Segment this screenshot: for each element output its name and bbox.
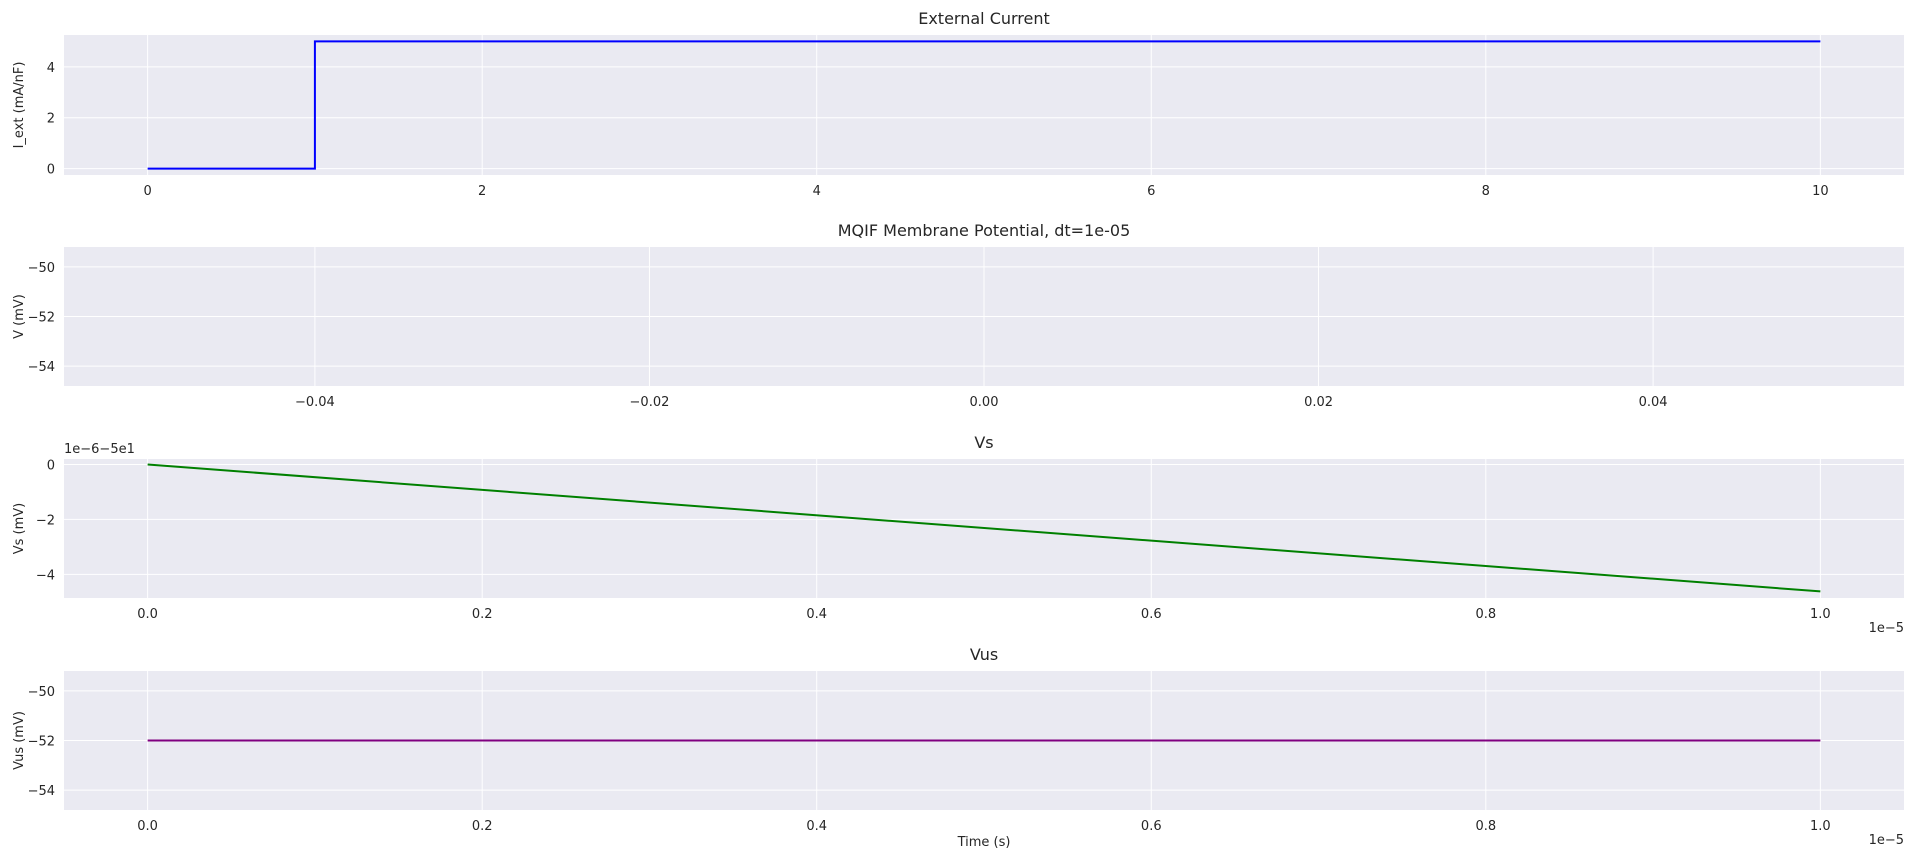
y-offset-text: 1e−6−5e1 — [64, 442, 135, 457]
x-tick-label: 0.02 — [1304, 395, 1333, 410]
x-tick-label: 4 — [813, 184, 821, 199]
x-tick-label: −0.02 — [630, 395, 670, 410]
x-tick-label: 0.8 — [1475, 607, 1496, 622]
y-axis-label: I_ext (mA/nF) — [12, 62, 27, 149]
x-tick-label: 0.0 — [137, 819, 158, 834]
x-tick-label: 0.4 — [806, 819, 827, 834]
x-tick-label: 0 — [143, 184, 151, 199]
x-tick-label: −0.04 — [295, 395, 335, 410]
series-line — [147, 40, 1821, 170]
y-tick-label: −54 — [28, 360, 55, 375]
subplot-title: Vs — [974, 433, 993, 452]
subplot-1: 0 2 4 6 8 10 0 2 4 External Current I_ext (mA/nF) — [12, 9, 1904, 199]
y-tick-label: −50 — [28, 261, 55, 276]
subplot-4: 0.0 0.2 0.4 0.6 0.8 1.0 −50 −52 −54 Vus Vus (mV) Ti… — [12, 645, 1904, 850]
subplot-2: −0.04 −0.02 0.00 0.02 0.04 −50 −52 −54 MQIF Memb… — [12, 221, 1904, 410]
x-tick-label: 0.6 — [1141, 819, 1162, 834]
x-tick-label: 0.04 — [1639, 395, 1668, 410]
subplot-title: External Current — [918, 9, 1050, 28]
y-tick-label: −2 — [36, 513, 55, 528]
x-tick-label: 0.00 — [970, 395, 999, 410]
x-tick-label: 2 — [478, 184, 486, 199]
y-axis-label: Vs (mV) — [12, 503, 27, 555]
y-tick-label: −54 — [28, 784, 55, 799]
y-tick-label: 0 — [47, 163, 55, 178]
y-tick-label: 4 — [47, 61, 55, 76]
y-axis-label: Vus (mV) — [12, 711, 27, 770]
x-tick-label: 1.0 — [1810, 819, 1831, 834]
y-tick-label: 2 — [47, 112, 55, 127]
plot-area — [64, 35, 1904, 175]
subplot-title: MQIF Membrane Potential, dt=1e-05 — [838, 221, 1131, 240]
x-tick-label: 1.0 — [1810, 607, 1831, 622]
subplot-title: Vus — [970, 645, 998, 664]
y-tick-label: −50 — [28, 685, 55, 700]
x-tick-label: 0.8 — [1475, 819, 1496, 834]
y-tick-label: −52 — [28, 311, 55, 326]
y-tick-label: −4 — [36, 568, 55, 583]
x-tick-label: 0.2 — [472, 819, 493, 834]
x-axis-label: Time (s) — [957, 835, 1011, 850]
y-tick-label: −52 — [28, 735, 55, 750]
subplot-3: 0.0 0.2 0.4 0.6 0.8 1.0 0 −2 −4 Vs Vs (mV) 1e−6−5e1… — [12, 433, 1904, 636]
x-scale-text: 1e−5 — [1869, 621, 1904, 636]
x-tick-label: 0.4 — [806, 607, 827, 622]
x-tick-label: 0.2 — [472, 607, 493, 622]
x-tick-label: 6 — [1147, 184, 1155, 199]
x-tick-label: 8 — [1482, 184, 1490, 199]
series-line — [147, 463, 1821, 593]
x-tick-label: 0.0 — [137, 607, 158, 622]
x-tick-label: 10 — [1812, 184, 1829, 199]
y-axis-label: V (mV) — [12, 294, 27, 339]
y-tick-label: 0 — [47, 458, 55, 473]
x-scale-text: 1e−5 — [1869, 833, 1904, 848]
x-tick-label: 0.6 — [1141, 607, 1162, 622]
